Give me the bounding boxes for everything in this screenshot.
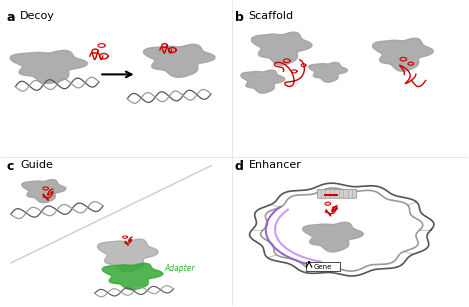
- FancyBboxPatch shape: [306, 262, 340, 271]
- Text: Decoy: Decoy: [20, 10, 55, 21]
- Text: c: c: [6, 160, 14, 173]
- Text: Gene: Gene: [314, 264, 332, 270]
- Polygon shape: [98, 239, 158, 272]
- Text: Enhancer: Enhancer: [249, 160, 302, 169]
- Polygon shape: [22, 180, 66, 203]
- FancyBboxPatch shape: [318, 189, 356, 198]
- Polygon shape: [10, 50, 87, 84]
- Text: Adapter: Adapter: [165, 264, 195, 273]
- Polygon shape: [144, 44, 215, 77]
- Polygon shape: [309, 62, 348, 82]
- Text: a: a: [6, 10, 15, 24]
- Text: Scaffold: Scaffold: [249, 10, 294, 21]
- Polygon shape: [303, 222, 363, 252]
- Polygon shape: [251, 32, 312, 65]
- Text: Guide: Guide: [20, 160, 53, 169]
- Text: b: b: [234, 10, 243, 24]
- Polygon shape: [241, 70, 285, 93]
- Polygon shape: [102, 263, 163, 290]
- Polygon shape: [373, 38, 433, 71]
- Text: d: d: [234, 160, 243, 173]
